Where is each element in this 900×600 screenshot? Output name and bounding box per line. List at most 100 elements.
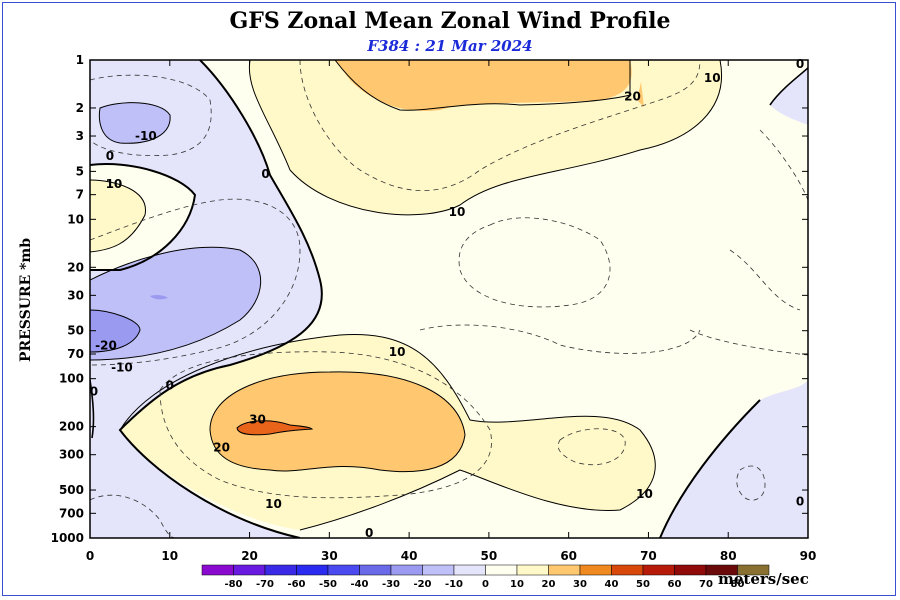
contour-20-upper [334,60,631,111]
contour-0-right-top [769,67,808,106]
contour-label: 0 [90,384,98,398]
x-tick-label: 40 [401,549,418,563]
contour-label: 20 [213,440,230,454]
colorbar-label: -40 [350,579,368,590]
contour-label: 10 [636,487,653,501]
contour-label: -10 [135,129,157,143]
fill-neg-0-10-bottom [90,430,300,538]
contour-0-pocket [90,163,197,271]
contour-neg10-mid [90,246,262,361]
x-tick-label: 70 [640,549,657,563]
contour-label: 0 [166,378,174,392]
fill-neg-10-20-top [99,102,171,144]
fill-neg-right-top [770,68,808,125]
contour-10-pocket [90,179,146,253]
chart-subtitle: F384 : 21 Mar 2024 [367,37,533,55]
plot-area [90,60,808,538]
x-tick-label: 80 [720,549,737,563]
fill-neg-20-30-small [150,294,168,300]
colorbar-swatch [359,564,392,576]
x-tick-label: 30 [321,549,338,563]
y-tick-label: 3 [76,129,84,143]
colorbar-label: -70 [256,579,274,590]
colorbar-label: 0 [482,579,489,590]
colorbar-label: 30 [573,579,587,590]
colorbar-swatch [453,564,486,576]
x-tick-label: 60 [560,549,577,563]
dashed-contours [90,60,808,538]
contour-label: 10 [389,345,406,359]
y-tick-label: 300 [59,448,84,462]
contour-label: 0 [365,526,373,540]
x-axis: 0 10 20 30 40 50 60 70 80 90 [86,60,817,563]
contour-30 [236,420,314,436]
fill-20-30-spike [637,82,644,107]
contour-label: 30 [249,412,266,426]
y-tick-label: 70 [67,347,84,361]
colorbar-swatch [642,564,675,576]
colorbar-swatch [233,564,266,576]
fill-20-30-lower [210,371,465,472]
colorbar-label: 20 [542,579,556,590]
contour-10-lower [119,333,656,531]
colorbar-label: 50 [636,579,650,590]
colorbar-swatch [390,564,423,576]
colorbar-swatch [516,564,549,576]
colorbar-label: 10 [510,579,524,590]
x-tick-label: 0 [86,549,94,563]
y-tick-label: 5 [76,164,84,178]
contour-0-left [118,60,323,538]
colorbar-swatch [548,564,581,576]
colorbar-swatch [611,564,644,576]
contour-label: 0 [796,494,804,508]
y-tick-label: 2 [76,101,84,115]
x-tick-label: 50 [481,549,498,563]
contour-0-right [659,399,761,538]
colorbar-label: -10 [445,579,463,590]
colorbar-label: -50 [319,579,337,590]
x-tick-label: 90 [800,549,817,563]
y-tick-label: 20 [67,260,84,274]
contour-neg20 [90,309,141,353]
colorbar-swatch [674,564,707,576]
colorbar-swatch [296,564,329,576]
contour-label: 10 [449,205,466,219]
contour-label: 20 [624,90,641,104]
contour-label: -10 [111,360,133,374]
colorbar-label: -60 [287,579,305,590]
y-tick-label: 200 [59,420,84,434]
contour-label: 10 [704,71,721,85]
contour-label: 0 [106,149,114,163]
colorbar-swatch [264,564,297,576]
contour-label: 10 [265,497,282,511]
colorbar-swatch [201,564,234,576]
colorbar-label: 80 [731,579,745,590]
fill-30-40-core [237,420,312,435]
colorbar-label: 40 [605,579,619,590]
colorbar-label: 60 [668,579,682,590]
y-tick-label: 30 [67,288,84,302]
fill-20-30-upper [335,60,632,111]
colorbar-label: -30 [382,579,400,590]
contour-label: 0 [796,57,804,71]
y-tick-label: 100 [59,372,84,386]
colorbar-swatch [485,564,518,576]
contour-labels: -10 0 10 0 -20 -10 0 0 10 10 20 10 0 30 20 10 10 0 0 [90,57,804,540]
y-tick-label: 1000 [51,531,84,545]
contour-label: 10 [106,177,123,191]
fill-neg-20-30 [90,310,140,352]
contour-neg10-top [98,102,171,144]
colorbar-label: 70 [699,579,713,590]
x-tick-label: 10 [161,549,178,563]
fill-neg-0-10-right [660,380,808,538]
contour-label: -20 [95,339,117,353]
colorbar-label: -20 [413,579,431,590]
x-tick-label: 20 [241,549,258,563]
colorbar-swatch [579,564,612,576]
contour-label: 0 [261,167,269,181]
colorbar-label: -80 [224,579,242,590]
colorbar-swatch [737,564,770,576]
